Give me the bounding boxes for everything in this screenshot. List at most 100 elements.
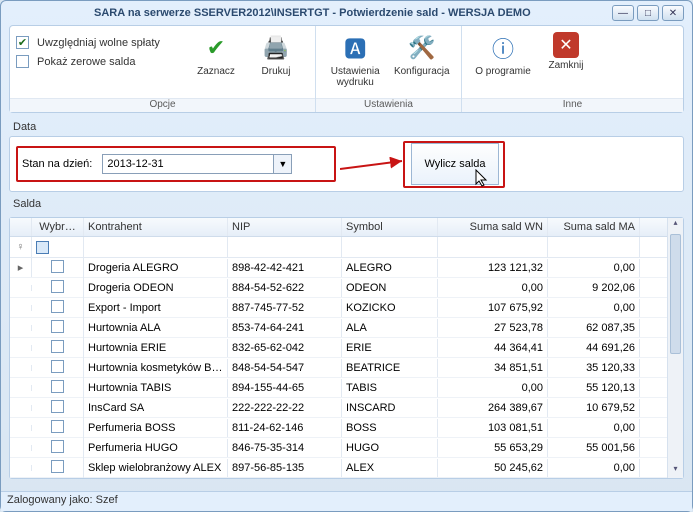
pokaz-checkbox[interactable] <box>16 55 29 68</box>
cell-ma: 0,00 <box>548 259 640 277</box>
cell-nip: 811-24-62-146 <box>228 419 342 437</box>
cursor-icon <box>475 169 489 187</box>
row-checkbox[interactable] <box>51 300 64 313</box>
table-row[interactable]: Perfumeria HUGO846-75-35-314HUGO55 653,2… <box>10 438 667 458</box>
cell-nip: 222-222-22-22 <box>228 399 342 417</box>
maximize-button[interactable]: □ <box>637 5 659 21</box>
app-window: SARA na serwerze SSERVER2012\INSERTGT - … <box>0 0 693 512</box>
ustawienia-wydruku-button[interactable]: 🅰 Ustawienia wydruku <box>322 30 389 90</box>
row-checkbox[interactable] <box>51 360 64 373</box>
col-kontrahent[interactable]: Kontrahent <box>84 218 228 236</box>
cell-kontrahent: Hurtownia TABIS <box>84 379 228 397</box>
col-nip[interactable]: NIP <box>228 218 342 236</box>
cell-kontrahent: Hurtownia ERIE <box>84 339 228 357</box>
row-checkbox[interactable] <box>51 280 64 293</box>
vertical-scrollbar[interactable]: ▴ ▾ <box>667 218 683 478</box>
data-panel-label: Data <box>9 119 684 136</box>
cell-symbol: ALEX <box>342 459 438 477</box>
cell-nip: 898-42-42-421 <box>228 259 342 277</box>
col-ma[interactable]: Suma sald MA <box>548 218 640 236</box>
cell-symbol: BEATRICE <box>342 359 438 377</box>
table-row[interactable]: Export - Import887-745-77-52KOZICKO107 6… <box>10 298 667 318</box>
cell-symbol: ERIE <box>342 339 438 357</box>
cell-ma: 62 087,35 <box>548 319 640 337</box>
arrow-icon <box>340 157 408 173</box>
table-row[interactable]: ▸Drogeria ALEGRO898-42-42-421ALEGRO123 1… <box>10 258 667 278</box>
date-field[interactable]: ▼ <box>102 154 292 174</box>
konfiguracja-button[interactable]: 🛠️ Konfiguracja <box>389 30 456 79</box>
cell-ma: 0,00 <box>548 459 640 477</box>
salda-grid: Wybr… Kontrahent NIP Symbol Suma sald WN… <box>9 217 684 479</box>
cell-nip: 884-54-52-622 <box>228 279 342 297</box>
row-checkbox[interactable] <box>51 340 64 353</box>
pokaz-label: Pokaż zerowe salda <box>37 56 135 68</box>
table-row[interactable]: Hurtownia ERIE832-65-62-042ERIE44 364,41… <box>10 338 667 358</box>
table-row[interactable]: Hurtownia TABIS894-155-44-65TABIS0,0055 … <box>10 378 667 398</box>
scrollbar-thumb[interactable] <box>670 234 681 354</box>
cell-nip: 853-74-64-241 <box>228 319 342 337</box>
table-row[interactable]: Hurtownia ALA853-74-64-241ALA27 523,7862… <box>10 318 667 338</box>
cell-ma: 0,00 <box>548 299 640 317</box>
o-programie-button[interactable]: ⓘ O programie <box>468 30 538 79</box>
uwzgledniaj-label: Uwzględniaj wolne spłaty <box>37 37 160 49</box>
cell-wn: 264 389,67 <box>438 399 548 417</box>
cell-wn: 50 245,62 <box>438 459 548 477</box>
cell-wn: 123 121,32 <box>438 259 548 277</box>
cell-symbol: ALA <box>342 319 438 337</box>
col-wn[interactable]: Suma sald WN <box>438 218 548 236</box>
row-checkbox[interactable] <box>51 440 64 453</box>
table-row[interactable]: Hurtownia kosmetyków B…848-54-54-547BEAT… <box>10 358 667 378</box>
row-checkbox[interactable] <box>51 320 64 333</box>
cell-ma: 0,00 <box>548 419 640 437</box>
col-symbol[interactable]: Symbol <box>342 218 438 236</box>
salda-label: Salda <box>9 196 684 213</box>
row-checkbox[interactable] <box>51 260 64 273</box>
table-row[interactable]: Perfumeria BOSS811-24-62-146BOSS103 081,… <box>10 418 667 438</box>
cell-nip: 848-54-54-547 <box>228 359 342 377</box>
status-bar: Zalogowany jako: Szef <box>1 491 692 511</box>
titlebar: SARA na serwerze SSERVER2012\INSERTGT - … <box>1 1 692 25</box>
row-checkbox[interactable] <box>51 380 64 393</box>
print-settings-icon: 🅰 <box>339 32 371 64</box>
stan-na-dzien-label: Stan na dzień: <box>18 158 96 170</box>
cell-wn: 55 653,29 <box>438 439 548 457</box>
cell-symbol: HUGO <box>342 439 438 457</box>
date-input[interactable] <box>103 158 273 170</box>
cell-ma: 55 001,56 <box>548 439 640 457</box>
row-checkbox[interactable] <box>51 460 64 473</box>
cell-nip: 897-56-85-135 <box>228 459 342 477</box>
grid-filter-row[interactable]: ♀ <box>10 237 667 258</box>
zaznacz-button[interactable]: ✔ Zaznacz <box>186 30 246 79</box>
cell-kontrahent: Drogeria ALEGRO <box>84 259 228 277</box>
table-row[interactable]: InsCard SA222-222-22-22INSCARD264 389,67… <box>10 398 667 418</box>
minimize-button[interactable]: — <box>612 5 634 21</box>
cell-kontrahent: Hurtownia kosmetyków B… <box>84 359 228 377</box>
row-checkbox[interactable] <box>51 420 64 433</box>
row-checkbox[interactable] <box>51 400 64 413</box>
close-button[interactable]: ✕ <box>662 5 684 21</box>
cell-wn: 27 523,78 <box>438 319 548 337</box>
cell-symbol: TABIS <box>342 379 438 397</box>
data-panel: Stan na dzień: ▼ Wylicz salda <box>9 136 684 192</box>
chevron-down-icon[interactable]: ▼ <box>273 155 291 173</box>
table-row[interactable]: Sklep wielobranżowy ALEX897-56-85-135ALE… <box>10 458 667 478</box>
group-opcje-label: Opcje <box>10 98 315 112</box>
table-row[interactable]: Drogeria ODEON884-54-52-622ODEON0,009 20… <box>10 278 667 298</box>
cell-kontrahent: Hurtownia ALA <box>84 319 228 337</box>
cell-ma: 55 120,13 <box>548 379 640 397</box>
window-title: SARA na serwerze SSERVER2012\INSERTGT - … <box>9 7 612 19</box>
drukuj-button[interactable]: 🖨️ Drukuj <box>246 30 306 79</box>
group-inne-label: Inne <box>462 98 683 112</box>
cell-kontrahent: Export - Import <box>84 299 228 317</box>
grid-header: Wybr… Kontrahent NIP Symbol Suma sald WN… <box>10 218 667 237</box>
status-text: Zalogowany jako: Szef <box>7 494 118 506</box>
cell-ma: 35 120,33 <box>548 359 640 377</box>
cell-symbol: INSCARD <box>342 399 438 417</box>
close-icon: ✕ <box>553 32 579 58</box>
zamknij-button[interactable]: ✕ Zamknij <box>538 30 594 73</box>
cell-kontrahent: Sklep wielobranżowy ALEX <box>84 459 228 477</box>
col-wybr[interactable]: Wybr… <box>32 218 84 236</box>
cell-symbol: ALEGRO <box>342 259 438 277</box>
cell-kontrahent: InsCard SA <box>84 399 228 417</box>
uwzgledniaj-checkbox[interactable]: ✔ <box>16 36 29 49</box>
